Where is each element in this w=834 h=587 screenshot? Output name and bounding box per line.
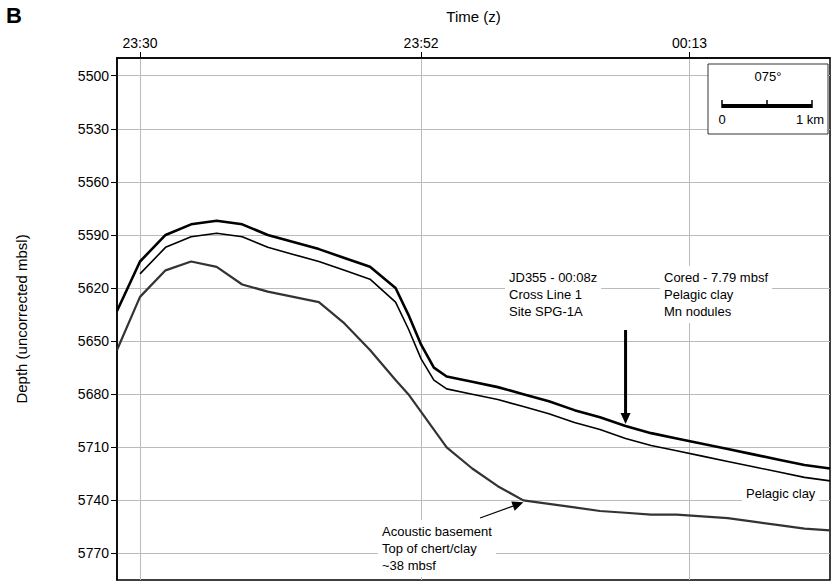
- svg-text:Time (z): Time (z): [446, 8, 500, 25]
- svg-text:0: 0: [718, 112, 725, 127]
- svg-text:075°: 075°: [755, 69, 782, 84]
- svg-text:5590: 5590: [78, 227, 109, 243]
- svg-text:5530: 5530: [78, 121, 109, 137]
- svg-text:5560: 5560: [78, 174, 109, 190]
- svg-text:Acoustic basement: Acoustic basement: [382, 524, 492, 539]
- svg-text:5500: 5500: [78, 68, 109, 84]
- svg-text:5710: 5710: [78, 439, 109, 455]
- svg-text:Pelagic clay: Pelagic clay: [746, 486, 816, 501]
- svg-text:00:13: 00:13: [672, 35, 707, 51]
- svg-text:Site SPG-1A: Site SPG-1A: [509, 304, 583, 319]
- svg-text:23:52: 23:52: [404, 35, 439, 51]
- svg-text:Pelagic clay: Pelagic clay: [664, 287, 734, 302]
- svg-text:5650: 5650: [78, 333, 109, 349]
- svg-text:Top of chert/clay: Top of chert/clay: [382, 541, 477, 556]
- svg-text:1 km: 1 km: [796, 112, 824, 127]
- svg-text:5740: 5740: [78, 492, 109, 508]
- svg-text:5680: 5680: [78, 386, 109, 402]
- svg-text:B: B: [6, 3, 22, 28]
- svg-text:~38 mbsf: ~38 mbsf: [382, 558, 436, 573]
- svg-text:Mn nodules: Mn nodules: [664, 304, 732, 319]
- svg-text:JD355 - 00:08z: JD355 - 00:08z: [509, 270, 597, 285]
- svg-text:23:30: 23:30: [122, 35, 157, 51]
- svg-text:Cross Line 1: Cross Line 1: [509, 287, 582, 302]
- svg-text:5620: 5620: [78, 280, 109, 296]
- svg-text:Depth (uncorrected mbsl): Depth (uncorrected mbsl): [13, 234, 30, 403]
- svg-text:Cored - 7.79 mbsf: Cored - 7.79 mbsf: [664, 270, 768, 285]
- svg-text:5770: 5770: [78, 545, 109, 561]
